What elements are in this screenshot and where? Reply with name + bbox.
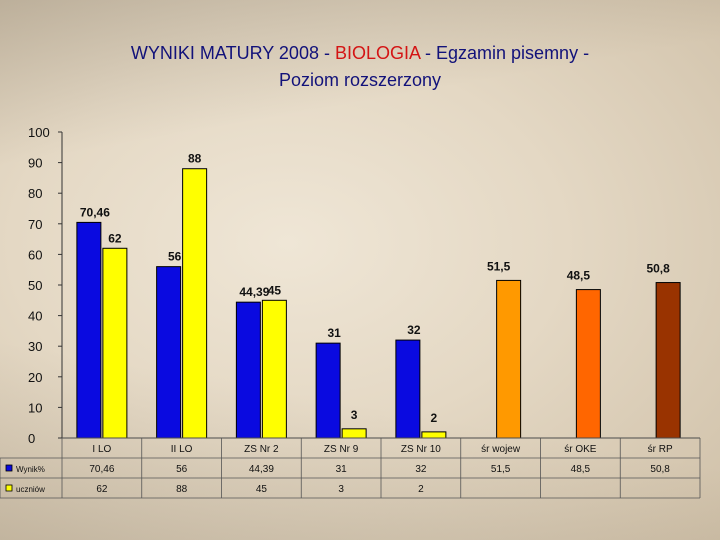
data-label-wynik-7: 50,8 bbox=[646, 262, 670, 276]
bars bbox=[62, 168, 700, 439]
y-tick-label: 80 bbox=[28, 186, 42, 201]
category-label: śr RP bbox=[648, 444, 673, 455]
data-label-uczniow-0: 62 bbox=[108, 231, 122, 245]
title-part-2: - Egzamin pisemny - bbox=[420, 43, 590, 63]
table-cell: 32 bbox=[415, 464, 427, 475]
bar-uczniow-3 bbox=[341, 428, 367, 439]
data-label-wynik-4: 32 bbox=[407, 323, 421, 337]
y-tick-label: 60 bbox=[28, 247, 42, 262]
category-label: śr OKE bbox=[564, 444, 597, 455]
bar-wynik-2 bbox=[235, 301, 261, 439]
data-label-wynik-1: 56 bbox=[168, 250, 182, 264]
table-cell: 51,5 bbox=[491, 464, 511, 475]
y-tick-label: 100 bbox=[28, 125, 50, 140]
table-cell: 2 bbox=[418, 484, 424, 495]
category-label: śr wojew bbox=[481, 444, 521, 455]
y-tick-label: 90 bbox=[28, 156, 42, 171]
bar-wynik-5 bbox=[496, 279, 522, 439]
bar-uczniow-2 bbox=[261, 299, 287, 439]
data-label-wynik-5: 51,5 bbox=[487, 259, 511, 273]
data-label-wynik-6: 48,5 bbox=[567, 269, 591, 283]
table-cell: 70,46 bbox=[89, 464, 114, 475]
category-label: II LO bbox=[171, 444, 193, 455]
table-cell: 44,39 bbox=[249, 464, 274, 475]
table-cell: 48,5 bbox=[571, 464, 591, 475]
data-label-wynik-3: 31 bbox=[327, 326, 341, 340]
category-label: ZS Nr 9 bbox=[324, 444, 359, 455]
table-cell: 88 bbox=[176, 484, 188, 495]
y-axis: 0 10 20 30 40 50 60 70 80 90 100 bbox=[28, 125, 63, 446]
bar-wynik-7 bbox=[655, 282, 681, 439]
y-tick-label: 50 bbox=[28, 278, 42, 293]
table-cell: 62 bbox=[96, 484, 108, 495]
legend-key-wynik bbox=[5, 464, 13, 472]
y-tick-label: 30 bbox=[28, 339, 42, 354]
data-label-wynik-0: 70,46 bbox=[80, 205, 110, 219]
bar-uczniow-1 bbox=[182, 168, 208, 439]
table-cell: 50,8 bbox=[650, 464, 670, 475]
table-cell: 3 bbox=[338, 484, 344, 495]
legend-label-uczniow: uczniów bbox=[16, 485, 45, 494]
y-tick-label: 10 bbox=[28, 400, 42, 415]
bar-wynik-4 bbox=[395, 339, 421, 439]
data-label-uczniow-2: 45 bbox=[268, 283, 282, 297]
category-label: I LO bbox=[92, 444, 111, 455]
title-subject: BIOLOGIA bbox=[334, 43, 421, 63]
bar-uczniow-0 bbox=[102, 247, 128, 439]
y-tick-label: 70 bbox=[28, 217, 42, 232]
category-label: ZS Nr 10 bbox=[401, 444, 441, 455]
title-part-1: WYNIKI MATURY 2008 - bbox=[130, 43, 335, 63]
data-label-wynik-2: 44,39 bbox=[239, 285, 269, 299]
bar-wynik-6 bbox=[575, 289, 601, 439]
y-tick-label: 20 bbox=[28, 370, 42, 385]
data-label-uczniow-4: 2 bbox=[431, 411, 438, 425]
bar-uczniow-4 bbox=[421, 431, 447, 439]
table-cell: 56 bbox=[176, 464, 188, 475]
title-line-2: Poziom rozszerzony bbox=[278, 70, 442, 90]
legend-key-uczniow bbox=[5, 484, 13, 492]
bar-wynik-0 bbox=[76, 221, 102, 439]
bar-wynik-1 bbox=[156, 266, 182, 439]
chart-title: WYNIKI MATURY 2008 - BIOLOGIA - Egzamin … bbox=[0, 40, 720, 94]
legend-label-wynik: Wynik% bbox=[16, 465, 45, 474]
category-label: ZS Nr 2 bbox=[244, 444, 279, 455]
data-label-uczniow-1: 88 bbox=[188, 152, 202, 166]
y-tick-label: 40 bbox=[28, 309, 42, 324]
table-cell: 31 bbox=[336, 464, 348, 475]
data-table: I LO II LO ZS Nr 2 ZS Nr 9 ZS Nr 10 śr wojew ś… bbox=[0, 437, 701, 499]
data-label-uczniow-3: 3 bbox=[351, 408, 358, 422]
table-cell: 45 bbox=[256, 484, 268, 495]
y-tick-label: 0 bbox=[28, 431, 35, 446]
bar-wynik-3 bbox=[315, 342, 341, 439]
